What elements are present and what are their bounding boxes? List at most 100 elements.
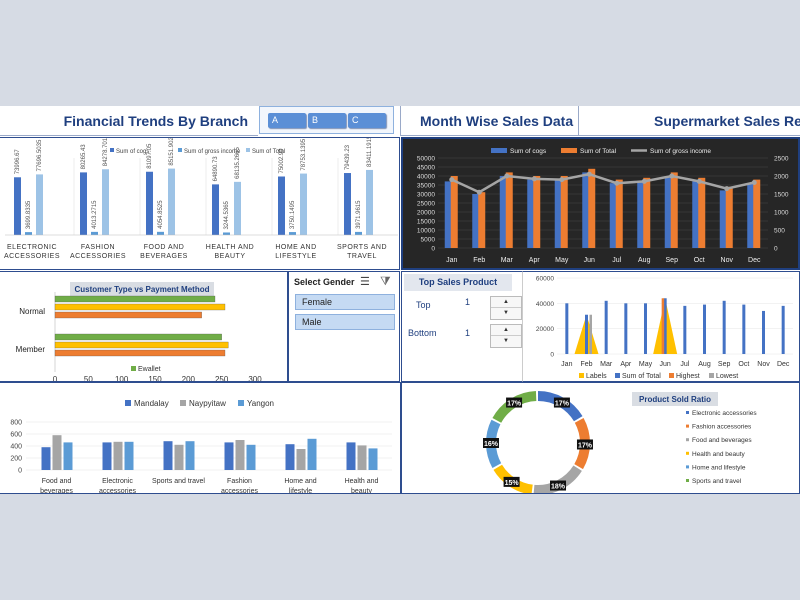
branch-category-label: ELECTRONIC bbox=[7, 244, 57, 251]
customer-legend-swatch bbox=[131, 366, 136, 371]
top-sales-chart: 60000 40000 20000 0 Jan Feb Mar Apr May Jun Jul Aug… bbox=[536, 276, 793, 380]
multi-select-icon[interactable]: ☰ bbox=[360, 276, 370, 288]
branch-bar bbox=[278, 176, 285, 235]
month-right-tick: 2500 bbox=[774, 156, 789, 163]
branch-bar bbox=[36, 174, 43, 235]
city-legend-label: Naypyitaw bbox=[189, 399, 226, 408]
month-left-tick: 35000 bbox=[417, 183, 435, 190]
month-bar bbox=[527, 179, 535, 248]
month-bar bbox=[554, 179, 562, 248]
top-x-label: Oct bbox=[738, 361, 749, 368]
month-x-label: Jan bbox=[446, 257, 457, 264]
donut-slice-label: 17% bbox=[507, 401, 522, 408]
customer-legend-label: Ewallet bbox=[138, 366, 161, 373]
city-category-label: Fashion bbox=[227, 478, 252, 485]
branch-category-label: BEAUTY bbox=[214, 253, 245, 260]
branch-category-label: HEALTH AND bbox=[206, 244, 254, 251]
month-right-tick: 2000 bbox=[774, 174, 789, 181]
donut-slice-label: 17% bbox=[578, 442, 593, 449]
branch-button-c[interactable]: C bbox=[348, 113, 386, 128]
city-bar bbox=[285, 444, 295, 470]
city-chart-panel: Mandalay Naypyitaw Yangon 800 600 400 200 0 Food… bbox=[0, 382, 401, 494]
month-bar bbox=[670, 172, 678, 248]
month-left-tick: 40000 bbox=[417, 174, 435, 181]
month-legend-label: Sum of cogs bbox=[510, 148, 547, 155]
city-y-tick: 600 bbox=[10, 432, 22, 439]
month-line-point bbox=[559, 177, 565, 183]
branch-legend-swatch bbox=[110, 148, 114, 152]
product-legend-label: Health and beauty bbox=[692, 451, 746, 458]
branch-category-label: ACCESSORIES bbox=[70, 253, 126, 260]
customer-bar bbox=[54, 311, 202, 319]
donut-label-box bbox=[576, 439, 593, 450]
donut-label-box bbox=[483, 438, 499, 448]
city-category-label: Home and bbox=[284, 478, 316, 485]
city-bar bbox=[124, 441, 134, 470]
month-legend-label: Sum of Total bbox=[580, 148, 617, 155]
branch-data-label: 85151.9025 bbox=[169, 138, 175, 166]
branch-bar bbox=[289, 232, 296, 235]
top-y-tick: 20000 bbox=[536, 326, 554, 333]
gender-slicer: Select Gender ☰ ⧩ Female Male bbox=[288, 271, 400, 382]
gender-female[interactable]: Female bbox=[295, 294, 395, 310]
month-right-tick: 0 bbox=[774, 246, 778, 253]
top-total-bar bbox=[762, 310, 765, 354]
month-bar bbox=[664, 176, 672, 248]
month-x-label: Oct bbox=[694, 257, 705, 264]
city-category-label: beauty bbox=[351, 488, 373, 494]
month-line-point bbox=[586, 171, 592, 177]
city-legend-swatch bbox=[238, 400, 244, 406]
month-left-tick: 20000 bbox=[417, 210, 435, 217]
customer-bar bbox=[54, 341, 229, 349]
customer-bar bbox=[54, 303, 226, 311]
branch-category-label: FASHION bbox=[81, 244, 115, 251]
branch-category-label: BEVERAGES bbox=[140, 253, 188, 260]
customer-x-tick: 200 bbox=[182, 375, 196, 382]
branch-data-label: 4054.8525 bbox=[158, 200, 164, 229]
branch-slicer: A B C bbox=[259, 106, 394, 134]
branch-bar bbox=[223, 232, 230, 235]
top-total-bar bbox=[604, 300, 608, 354]
branch-button-b[interactable]: B bbox=[308, 113, 346, 128]
city-bar bbox=[307, 438, 317, 470]
branch-data-label: 79439.23 bbox=[345, 144, 351, 170]
month-left-tick: 50000 bbox=[417, 156, 435, 163]
city-y-tick: 0 bbox=[18, 468, 22, 475]
branch-category-label: SPORTS AND bbox=[337, 244, 387, 251]
month-legend-label: Sum of gross income bbox=[650, 148, 711, 155]
top-x-label: Dec bbox=[777, 361, 790, 368]
top-total-bar bbox=[742, 304, 746, 354]
top-total-bar bbox=[565, 303, 569, 354]
branch-legend-swatch bbox=[178, 148, 182, 152]
top-legend-swatch bbox=[579, 373, 584, 378]
donut-label-box bbox=[553, 397, 570, 408]
city-y-tick: 800 bbox=[10, 420, 22, 427]
month-left-tick: 25000 bbox=[417, 201, 435, 208]
city-bar bbox=[224, 442, 234, 470]
city-y-tick: 400 bbox=[10, 444, 22, 451]
top-spinner[interactable]: ▲ ▼ bbox=[490, 296, 522, 320]
month-line-point bbox=[614, 180, 620, 186]
branch-button-a[interactable]: A bbox=[268, 113, 306, 128]
customer-x-tick: 100 bbox=[115, 375, 129, 382]
branch-data-label: 73996.67 bbox=[15, 149, 21, 175]
branch-bar bbox=[157, 231, 164, 235]
city-y-tick: 200 bbox=[10, 456, 22, 463]
top-x-label: Jul bbox=[680, 361, 689, 368]
market-title: Supermarket Sales Re bbox=[654, 112, 800, 129]
gender-male[interactable]: Male bbox=[295, 314, 395, 330]
month-right-tick: 1000 bbox=[774, 210, 789, 217]
month-line-point bbox=[641, 178, 647, 184]
bottom-spinner[interactable]: ▲ ▼ bbox=[490, 324, 522, 348]
branch-bar bbox=[234, 181, 241, 235]
month-bar bbox=[450, 176, 458, 248]
city-chart: Mandalay Naypyitaw Yangon 800 600 400 200 0 Food… bbox=[10, 399, 392, 494]
branch-data-label: 78753.1395 bbox=[301, 138, 307, 170]
top-x-label: Jun bbox=[660, 361, 671, 368]
top-y-tick: 60000 bbox=[536, 276, 554, 283]
top-legend-label: Lowest bbox=[716, 373, 738, 380]
branch-legend-label: Sum of gross income bbox=[184, 149, 241, 155]
month-bar bbox=[588, 168, 596, 248]
top-legend-label: Labels bbox=[586, 373, 607, 380]
clear-filter-icon[interactable]: ⧩ bbox=[380, 274, 391, 288]
